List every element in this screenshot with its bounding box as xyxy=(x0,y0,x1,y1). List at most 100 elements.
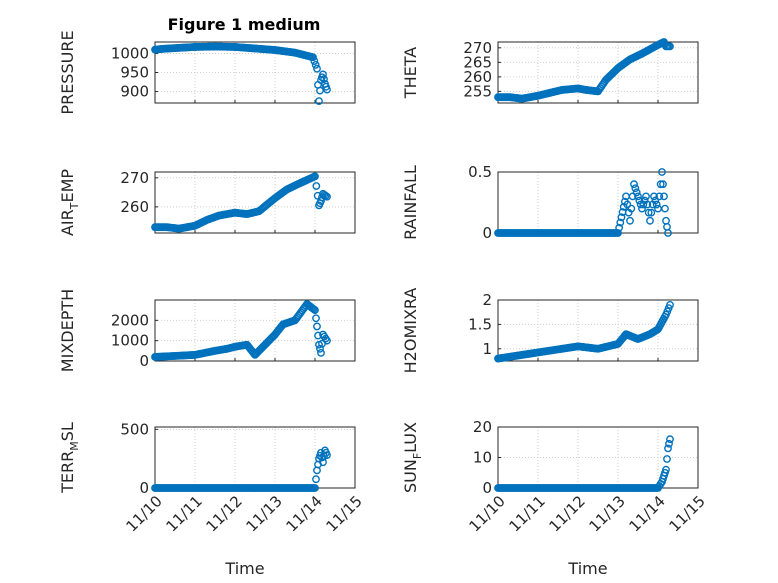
data-point xyxy=(317,197,325,205)
data-point xyxy=(651,196,660,205)
data-point xyxy=(639,200,648,209)
y-tick-label: 900 xyxy=(120,83,149,101)
y-axis-label: PRESSURE xyxy=(58,30,77,114)
x-tick-label: 11/12 xyxy=(203,492,246,535)
x-tick-label: 11/11 xyxy=(506,492,549,535)
data-point xyxy=(316,86,324,95)
data-point xyxy=(323,192,331,201)
data-point xyxy=(650,192,658,201)
data-point xyxy=(644,208,653,217)
data-point xyxy=(317,348,325,357)
y-tick-label: 255 xyxy=(463,82,492,100)
data-point xyxy=(311,484,319,492)
y-axis-label: H2OMIXRA xyxy=(401,288,420,374)
data-point xyxy=(312,475,320,484)
y-axis-label: SUNFLUX xyxy=(401,422,424,493)
data-point xyxy=(635,196,644,205)
data-point xyxy=(642,192,650,201)
data-point xyxy=(666,300,674,309)
data-point xyxy=(617,213,626,222)
data-point xyxy=(631,184,640,193)
data-point xyxy=(663,222,671,231)
data-point xyxy=(313,64,321,73)
y-tick-label: 270 xyxy=(463,39,492,57)
data-point xyxy=(320,75,328,84)
y-tick-label: 2 xyxy=(482,291,492,309)
data-point xyxy=(628,192,637,201)
y-tick-label: 2000 xyxy=(111,311,149,329)
axes-box xyxy=(154,299,356,362)
x-tick-label: 11/12 xyxy=(546,492,589,535)
data-point xyxy=(663,455,671,463)
y-axis-label: THETA xyxy=(401,47,420,99)
data-point xyxy=(660,192,668,201)
y-tick-label: 1000 xyxy=(111,44,149,62)
y-tick-label: 1000 xyxy=(111,332,149,350)
x-tick-label: 11/15 xyxy=(666,492,709,535)
data-point xyxy=(623,200,632,209)
y-tick-label: 0 xyxy=(482,479,492,497)
data-point xyxy=(632,188,641,197)
data-point xyxy=(309,53,317,62)
data-point xyxy=(659,180,667,189)
y-tick-label: 0 xyxy=(139,352,149,370)
y-axis-label: RAINFALL xyxy=(401,165,420,240)
x-tick-label: 11/14 xyxy=(626,492,669,535)
data-point xyxy=(662,216,670,225)
x-tick-label: 11/13 xyxy=(243,492,286,535)
y-tick-label: 500 xyxy=(120,420,149,438)
axes-box xyxy=(497,41,699,104)
x-axis-label: Time xyxy=(567,559,607,578)
axes-box xyxy=(497,299,699,362)
data-point xyxy=(315,97,323,105)
y-tick-label: 265 xyxy=(463,53,492,71)
data-point xyxy=(664,229,672,237)
data-point xyxy=(666,435,674,444)
data-point xyxy=(616,218,625,227)
data-point xyxy=(323,336,331,345)
y-axis-label: AIRTEMP xyxy=(58,169,81,236)
data-point xyxy=(662,465,670,474)
data-point xyxy=(310,57,319,65)
data-point xyxy=(630,180,638,189)
data-point xyxy=(664,444,672,453)
x-tick-label: 11/15 xyxy=(323,492,366,535)
data-point xyxy=(615,223,624,232)
y-tick-label: 20 xyxy=(473,418,492,436)
data-point xyxy=(646,216,654,225)
figure-title: Figure 1 medium xyxy=(168,15,321,34)
data-point xyxy=(638,204,646,213)
y-tick-label: 1.5 xyxy=(468,315,492,333)
data-point xyxy=(655,192,664,201)
y-axis-label: MIXDEPTH xyxy=(58,289,77,372)
x-tick-label: 11/10 xyxy=(466,492,509,535)
data-point xyxy=(321,191,330,200)
x-tick-label: 11/14 xyxy=(283,492,326,535)
y-tick-label: 260 xyxy=(463,68,492,86)
y-tick-label: 270 xyxy=(120,169,149,187)
y-tick-label: 0 xyxy=(139,479,149,497)
data-point xyxy=(319,70,327,79)
data-point xyxy=(652,200,661,209)
y-tick-label: 0 xyxy=(482,224,492,242)
data-point xyxy=(666,42,674,51)
data-point xyxy=(658,168,666,176)
data-point xyxy=(323,85,331,94)
data-point xyxy=(634,192,642,201)
data-point xyxy=(311,60,320,69)
y-tick-label: 10 xyxy=(473,449,492,467)
y-tick-label: 950 xyxy=(120,64,149,82)
data-point xyxy=(665,439,673,448)
data-point xyxy=(656,180,665,189)
data-point xyxy=(661,204,669,213)
x-axis-label: Time xyxy=(224,559,264,578)
data-point xyxy=(614,229,622,237)
x-tick-label: 11/10 xyxy=(123,492,166,535)
data-point xyxy=(312,314,320,323)
y-axis-label: TERRMSL xyxy=(58,422,81,494)
axes-box xyxy=(154,171,356,234)
y-tick-label: 260 xyxy=(120,198,149,216)
data-point xyxy=(627,204,636,213)
y-tick-label: 1 xyxy=(482,340,492,358)
